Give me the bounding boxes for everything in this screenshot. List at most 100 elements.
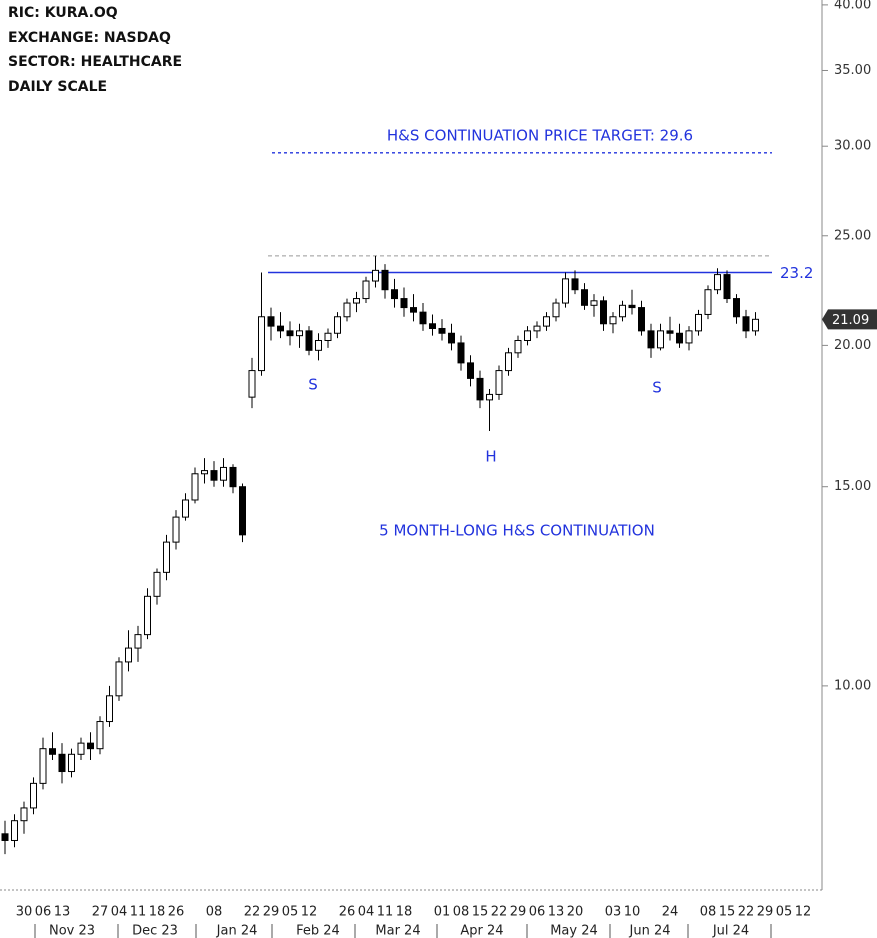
candle-body bbox=[182, 499, 189, 518]
candle-body bbox=[125, 647, 132, 663]
annotation: H bbox=[485, 448, 496, 466]
x-tick-label: 11 bbox=[377, 905, 394, 920]
candle-body bbox=[191, 473, 199, 501]
candle-body bbox=[590, 300, 598, 306]
x-tick-label: 13 bbox=[54, 905, 71, 920]
month-label: Dec 23 bbox=[132, 924, 178, 938]
x-tick-label: 05 bbox=[282, 905, 299, 920]
x-tick-label: 18 bbox=[396, 905, 413, 920]
candle-body bbox=[277, 325, 284, 332]
candle-body bbox=[476, 377, 484, 401]
x-tick-label: 08 bbox=[700, 905, 717, 920]
candle-body bbox=[87, 742, 94, 750]
candle-body bbox=[153, 571, 161, 597]
candle-body bbox=[638, 307, 645, 332]
last-price-tag bbox=[822, 309, 877, 330]
candle-body bbox=[362, 280, 370, 300]
x-tick-label: 26 bbox=[339, 905, 356, 920]
header-line: EXCHANGE: NASDAQ bbox=[8, 30, 171, 46]
candle-body bbox=[49, 748, 56, 755]
candle-body bbox=[733, 298, 740, 318]
x-tick-label: 01 bbox=[434, 905, 451, 920]
header-line: DAILY SCALE bbox=[8, 79, 107, 95]
month-label: Mar 24 bbox=[375, 924, 420, 938]
candle-body bbox=[609, 316, 617, 325]
x-tick-label: 20 bbox=[567, 905, 584, 920]
month-label: Jan 24 bbox=[216, 924, 258, 938]
candle-body bbox=[467, 362, 474, 379]
candle-body bbox=[30, 782, 37, 809]
month-label: Feb 24 bbox=[296, 924, 340, 938]
candle-body bbox=[666, 330, 674, 334]
candle-body bbox=[410, 307, 417, 313]
candle-body bbox=[58, 753, 66, 773]
annotation: S bbox=[652, 379, 662, 397]
x-tick-label: 04 bbox=[111, 905, 128, 920]
annotation: 5 MONTH-LONG H&S CONTINUATION bbox=[379, 522, 655, 540]
x-tick-label: 29 bbox=[510, 905, 527, 920]
candle-body bbox=[343, 302, 351, 318]
candle-body bbox=[134, 634, 142, 649]
candle-body bbox=[448, 332, 455, 344]
candle-body bbox=[315, 339, 322, 351]
last-price-label: 21.09 bbox=[832, 313, 869, 328]
candle-body bbox=[163, 541, 170, 573]
header-line: SECTOR: HEALTHCARE bbox=[8, 54, 182, 70]
candle-body bbox=[106, 695, 113, 723]
candle-body bbox=[20, 807, 28, 822]
candle-body bbox=[571, 278, 579, 291]
x-tick-label: 06 bbox=[35, 905, 52, 920]
candle-body bbox=[742, 316, 750, 332]
candle-body bbox=[391, 289, 398, 300]
candle-body bbox=[514, 339, 522, 354]
candle-body bbox=[619, 304, 626, 318]
x-tick-label: 22 bbox=[244, 905, 261, 920]
month-label: May 24 bbox=[550, 924, 598, 938]
x-tick-label: 10 bbox=[624, 905, 641, 920]
y-tick-label: 30.00 bbox=[834, 139, 871, 154]
x-tick-label: 12 bbox=[301, 905, 318, 920]
candle-body bbox=[600, 300, 607, 325]
x-tick-label: 29 bbox=[757, 905, 774, 920]
candle-body bbox=[552, 302, 560, 318]
candle-body bbox=[144, 595, 151, 636]
candle-body bbox=[372, 269, 379, 282]
candle-body bbox=[400, 298, 408, 309]
candle-body bbox=[533, 325, 541, 332]
candle-body bbox=[115, 661, 123, 697]
candle-body bbox=[676, 332, 683, 344]
month-label: Nov 23 bbox=[49, 924, 95, 938]
candle-body bbox=[647, 330, 655, 349]
x-tick-label: 12 bbox=[795, 905, 812, 920]
candle-body bbox=[239, 486, 246, 536]
candle-body bbox=[296, 330, 303, 337]
candle-body bbox=[258, 316, 265, 372]
candle-body bbox=[581, 289, 588, 306]
candle-body bbox=[201, 470, 208, 475]
x-tick-label: 15 bbox=[472, 905, 489, 920]
x-tick-label: 26 bbox=[168, 905, 185, 920]
x-tick-label: 11 bbox=[130, 905, 147, 920]
y-tick-label: 15.00 bbox=[834, 479, 871, 494]
target-label: H&S CONTINUATION PRICE TARGET: 29.6 bbox=[387, 127, 693, 145]
month-label: Jun 24 bbox=[629, 924, 671, 938]
candle-body bbox=[505, 352, 512, 372]
candle-body bbox=[714, 274, 721, 291]
candle-body bbox=[752, 318, 759, 332]
candle-body bbox=[68, 753, 75, 773]
header-line: RIC: KURA.OQ bbox=[8, 5, 118, 21]
x-tick-label: 13 bbox=[548, 905, 565, 920]
candle-body bbox=[353, 298, 360, 304]
x-tick-label: 04 bbox=[358, 905, 375, 920]
candle-body bbox=[495, 370, 503, 395]
candle-body bbox=[1, 833, 9, 841]
x-tick-label: 24 bbox=[662, 905, 679, 920]
y-tick-label: 10.00 bbox=[834, 678, 871, 693]
candle-body bbox=[457, 342, 465, 364]
x-tick-label: 22 bbox=[491, 905, 508, 920]
month-label: Apr 24 bbox=[460, 924, 503, 938]
y-tick-label: 25.00 bbox=[834, 228, 871, 243]
candle-body bbox=[220, 466, 227, 481]
candle-body bbox=[723, 274, 731, 300]
